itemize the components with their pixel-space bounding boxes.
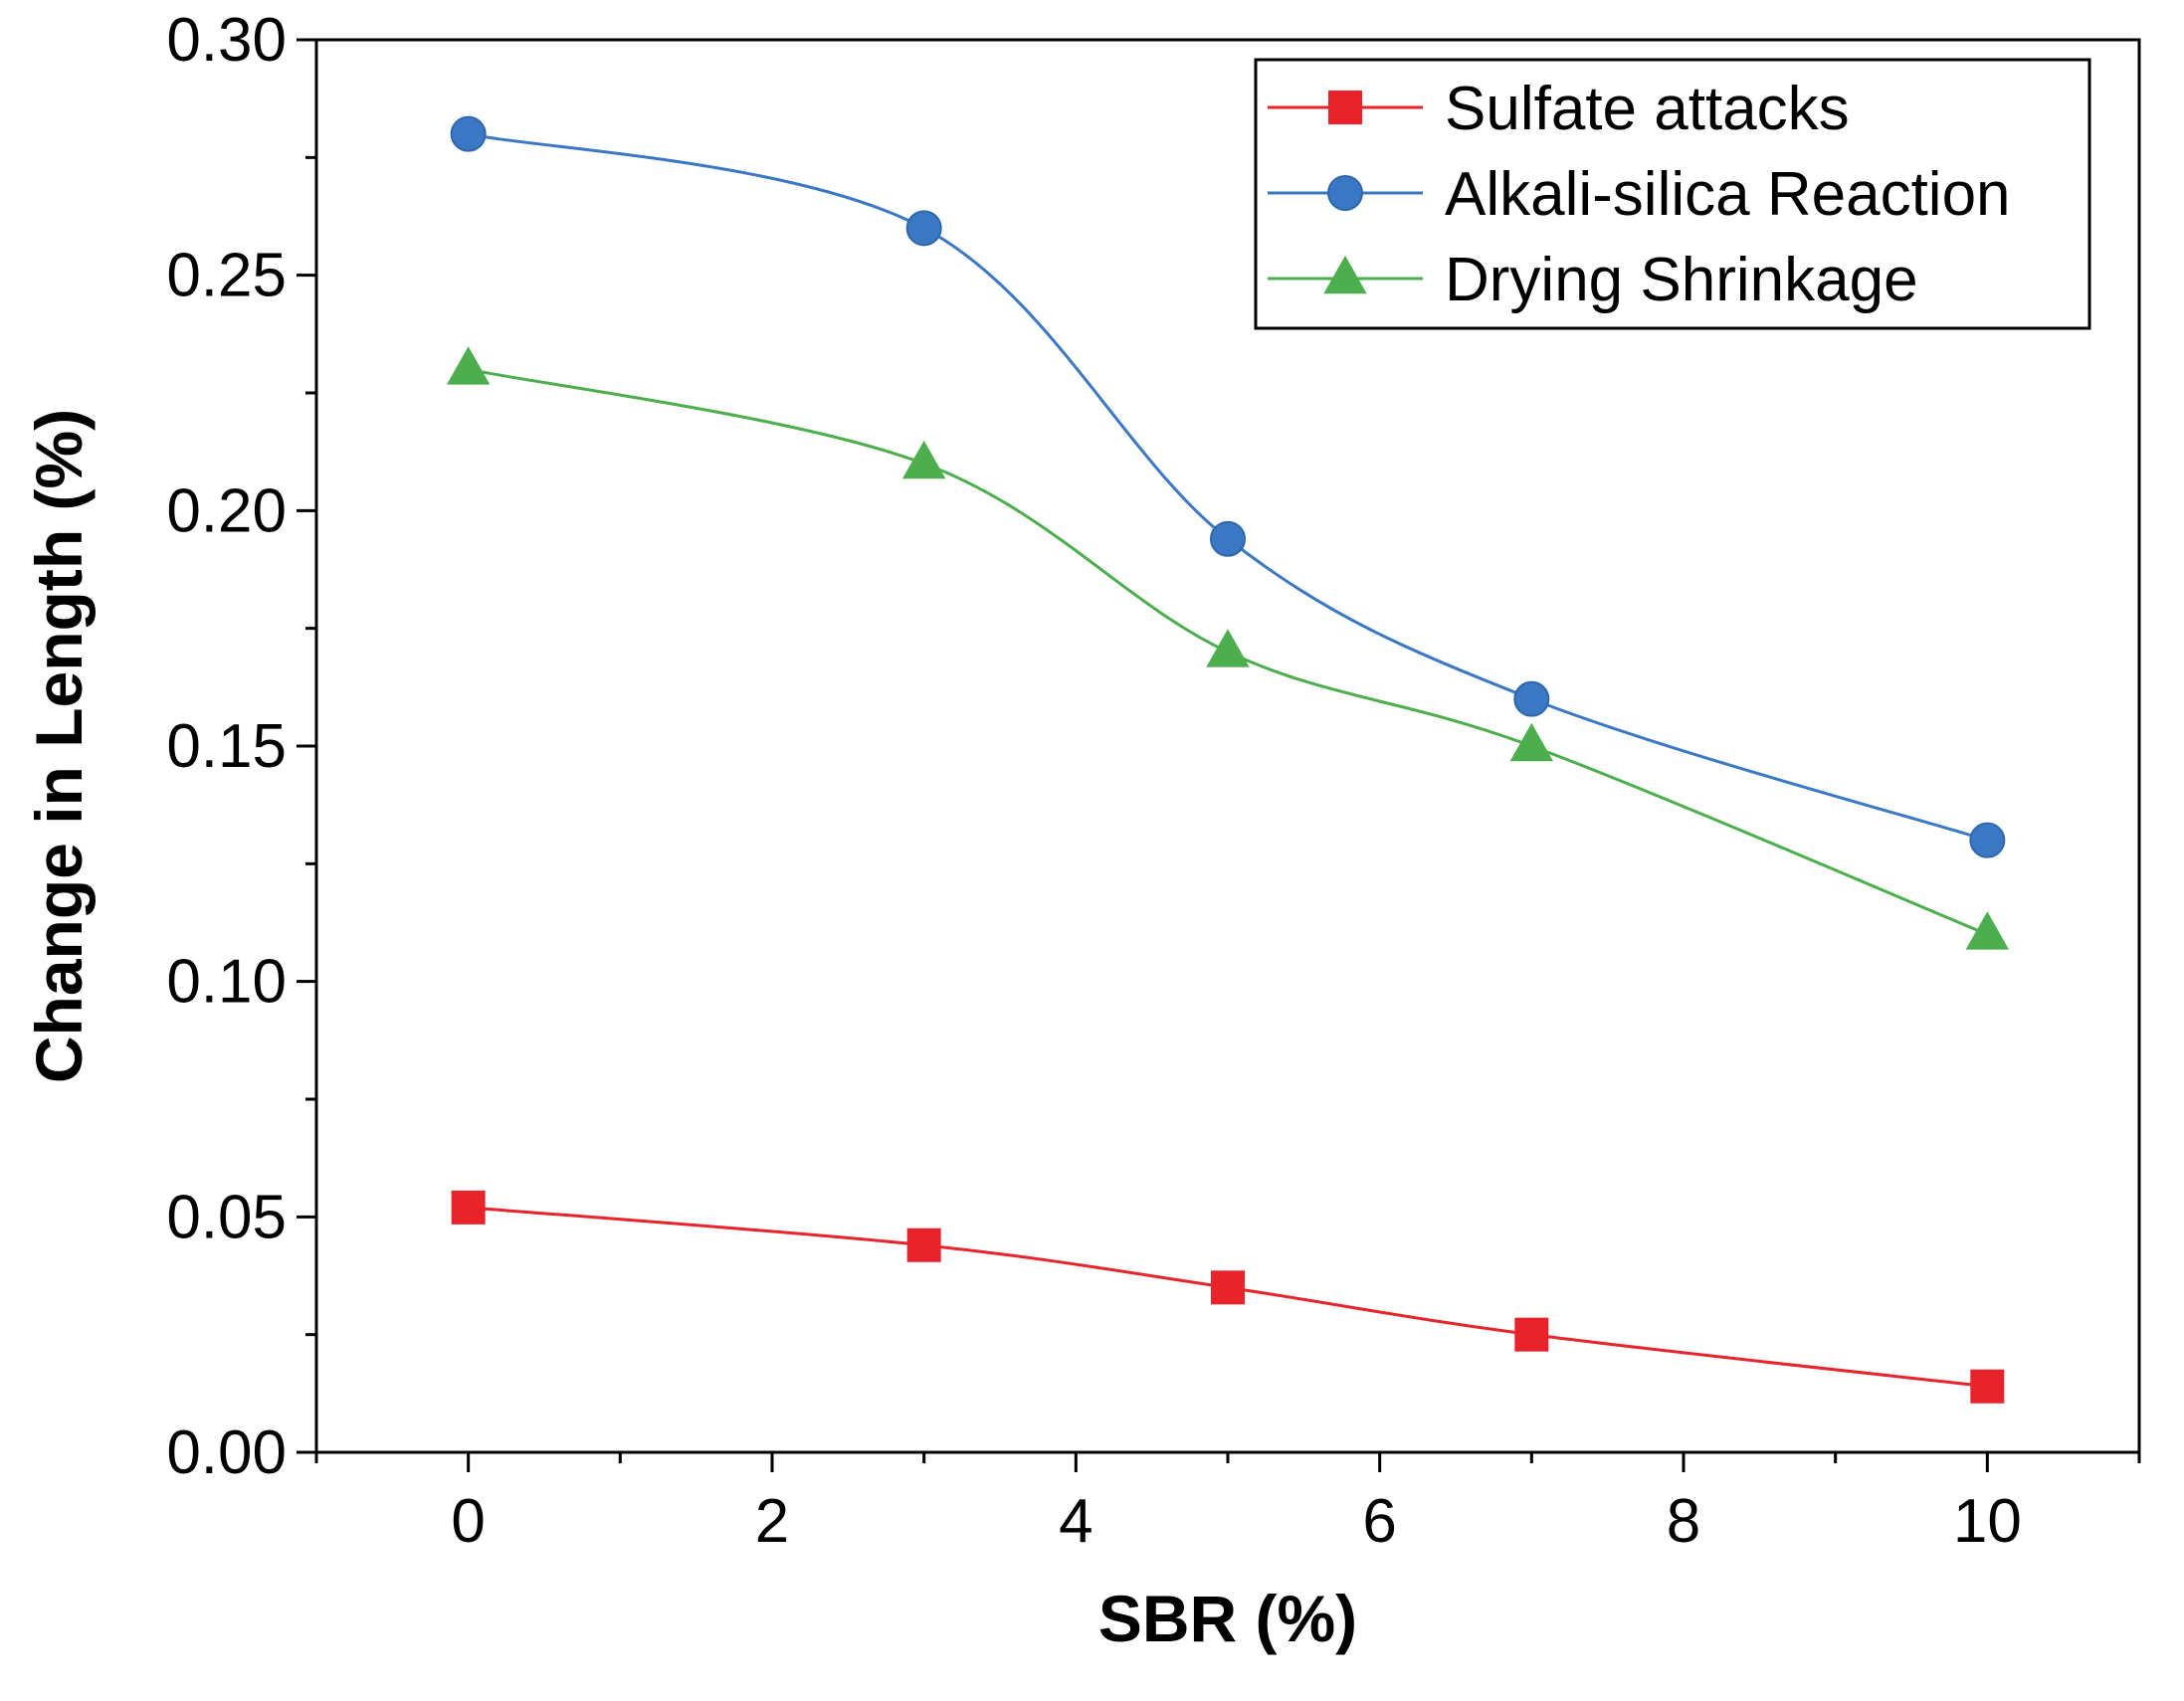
data-point (1965, 911, 2010, 950)
x-tick-label: 4 (1059, 1487, 1092, 1556)
legend-item: Drying Shrinkage (1268, 246, 1918, 314)
data-point (451, 1190, 486, 1225)
legend-marker (1323, 255, 1367, 294)
x-tick-label: 0 (451, 1487, 485, 1556)
y-tick-label: 0.10 (166, 948, 287, 1017)
data-point (906, 1228, 941, 1262)
y-tick-label: 0.25 (166, 242, 287, 310)
y-tick-label: 0.00 (166, 1418, 287, 1487)
data-point (901, 440, 946, 479)
legend-marker (1327, 175, 1363, 211)
x-tick-label: 6 (1362, 1487, 1396, 1556)
legend-item: Alkali-silica Reaction (1268, 160, 2011, 229)
series-layer (446, 115, 2010, 1404)
legend-item: Sulfate attacks (1268, 75, 1850, 143)
data-point (1509, 722, 1554, 762)
x-tick-label: 10 (1953, 1487, 2022, 1556)
data-point (1970, 1369, 2005, 1404)
data-point (1513, 680, 1550, 717)
data-point (450, 115, 487, 152)
y-tick-label: 0.20 (166, 476, 287, 545)
y-axis-title: Change in Length (%) (22, 409, 96, 1083)
y-tick-label: 0.30 (166, 6, 287, 75)
series-drying-shrinkage (446, 346, 2010, 950)
data-point (1211, 1270, 1245, 1305)
y-tick-label: 0.05 (166, 1183, 287, 1251)
series-sulfate-attacks (451, 1190, 2005, 1404)
data-point (1210, 520, 1246, 557)
data-point (905, 210, 942, 247)
axes-layer: 0.00 0.05 0.10 0.15 0.20 0.25 0.30 0 2 4 6 8 10 SBR (… (22, 6, 2141, 1655)
series-alkali-silica-reaction (450, 115, 2006, 858)
data-point (1206, 629, 1250, 667)
data-point (1969, 822, 2006, 858)
legend-marker (1328, 91, 1362, 124)
legend-label: Alkali-silica Reaction (1445, 160, 2011, 229)
legend-label: Drying Shrinkage (1445, 246, 1918, 314)
legend-label: Sulfate attacks (1445, 75, 1850, 143)
y-tick-label: 0.15 (166, 712, 287, 781)
data-point (446, 346, 491, 385)
legend-layer: Sulfate attacks Alkali-silica Reaction Dry… (1254, 58, 2091, 330)
x-axis-title: SBR (%) (1098, 1582, 1357, 1655)
data-point (1514, 1317, 1549, 1352)
x-tick-label: 2 (755, 1487, 789, 1556)
x-tick-label: 8 (1667, 1487, 1700, 1556)
